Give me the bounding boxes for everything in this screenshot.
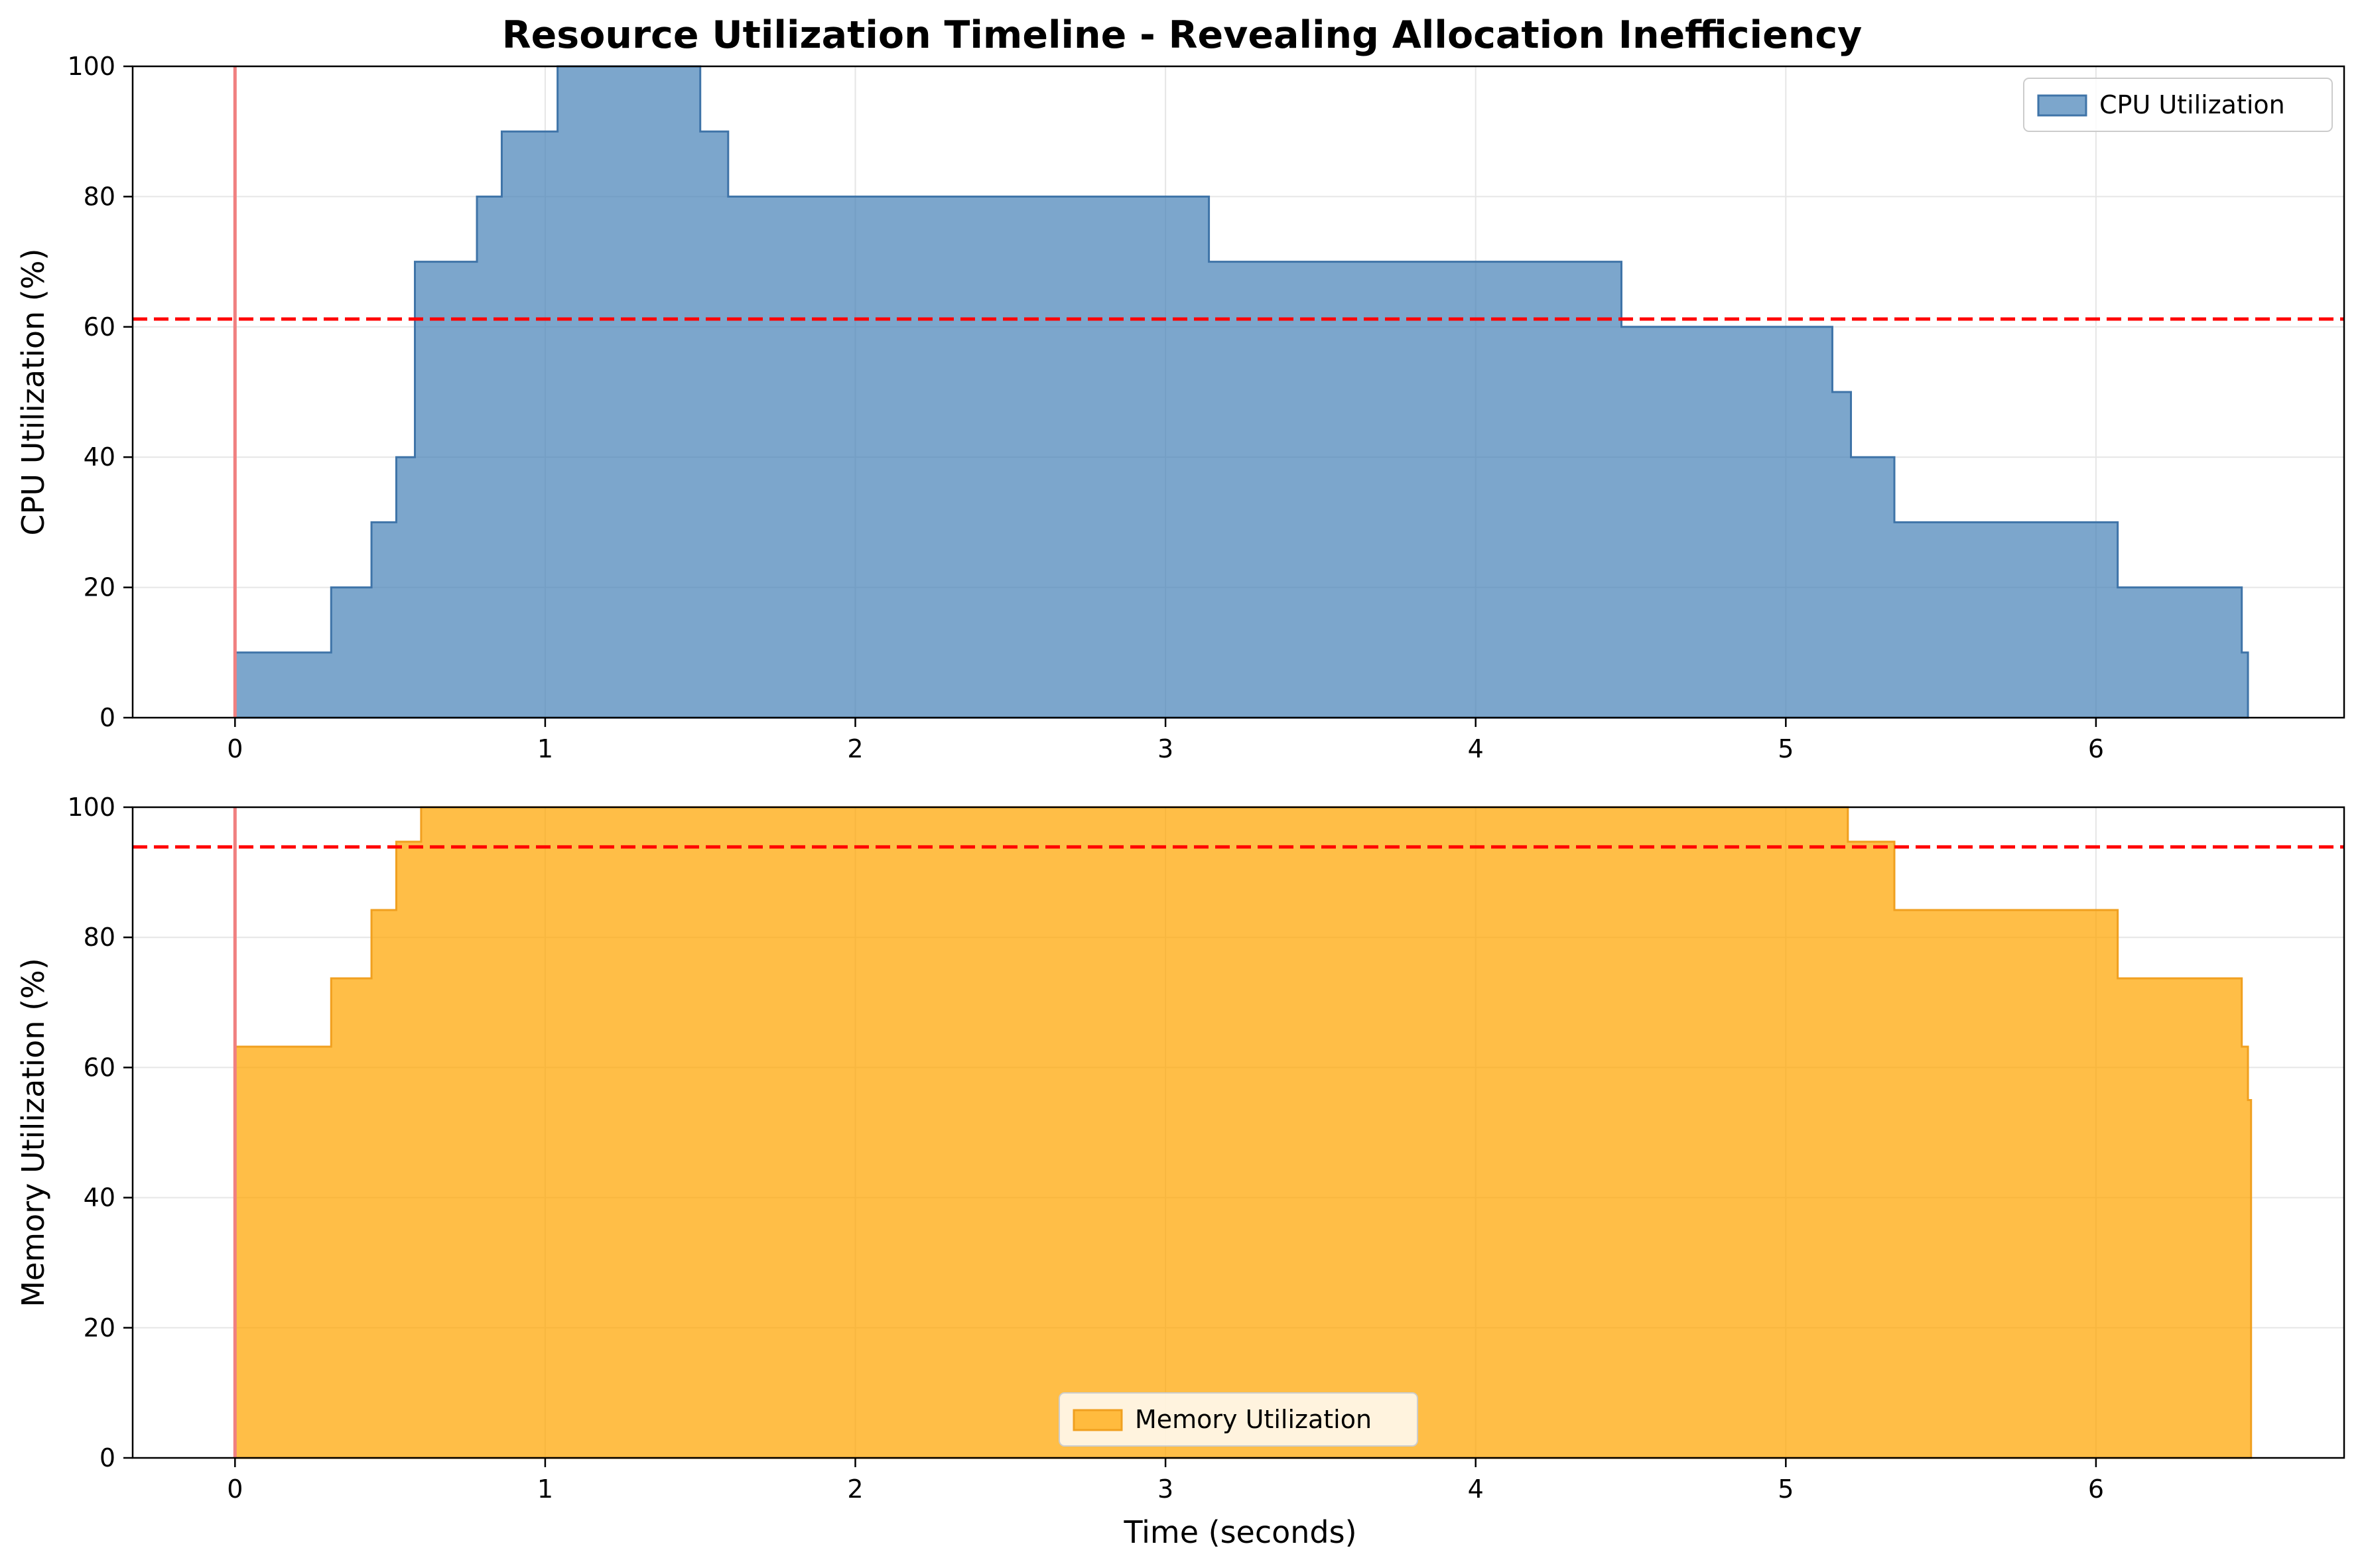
memory-y-axis-label: Memory Utilization (%) [15,958,51,1307]
cpu-axes-frame [131,65,2345,719]
memory-legend-label: Memory Utilization [1135,1405,1372,1434]
memory-legend-swatch [1073,1409,1123,1431]
chart-title: Resource Utilization Timeline - Revealin… [502,13,1863,57]
memory-y-tick-label: 80 [84,923,115,952]
memory-x-tick-label: 6 [2088,1474,2104,1504]
cpu-x-tick-label: 4 [1468,734,1484,763]
cpu-y-tick-label: 20 [84,573,115,602]
cpu-legend-swatch [2037,94,2087,117]
cpu-y-tick-label: 40 [84,442,115,472]
memory-x-tick-label: 4 [1468,1474,1484,1504]
memory-utilization-area [233,806,2253,1459]
cpu-x-tick-label: 2 [847,734,863,763]
cpu-utilization-area [233,65,2249,719]
cpu-legend: CPU Utilization [2023,78,2333,132]
memory-axes-frame [131,806,2345,1459]
memory-x-tick-label: 3 [1157,1474,1173,1504]
memory-legend: Memory Utilization [1059,1392,1418,1447]
x-axis-label: Time (seconds) [1123,1514,1356,1550]
cpu-y-tick-label: 80 [84,182,115,211]
cpu-legend-box [2023,78,2333,132]
memory-y-tick-label: 0 [99,1443,115,1472]
cpu-x-tick-label: 1 [537,734,553,763]
memory-x-tick-label: 1 [537,1474,553,1504]
memory-y-tick-label: 40 [84,1183,115,1212]
memory-x-tick-label: 0 [227,1474,243,1504]
memory-y-tick-label: 100 [67,793,115,822]
cpu-y-axis-label: CPU Utilization (%) [15,249,51,536]
cpu-x-tick-label: 0 [227,734,243,763]
memory-x-tick-label: 5 [1778,1474,1794,1504]
cpu-y-tick-label: 0 [99,703,115,732]
memory-x-tick-label: 2 [847,1474,863,1504]
cpu-legend-label: CPU Utilization [2099,90,2285,119]
memory-legend-box [1059,1392,1418,1447]
cpu-x-tick-label: 5 [1778,734,1794,763]
cpu-x-tick-label: 6 [2088,734,2104,763]
cpu-y-tick-label: 100 [67,52,115,81]
memory-y-tick-label: 20 [84,1313,115,1342]
cpu-y-tick-label: 60 [84,312,115,342]
cpu-x-tick-label: 3 [1157,734,1173,763]
memory-y-tick-label: 60 [84,1053,115,1082]
